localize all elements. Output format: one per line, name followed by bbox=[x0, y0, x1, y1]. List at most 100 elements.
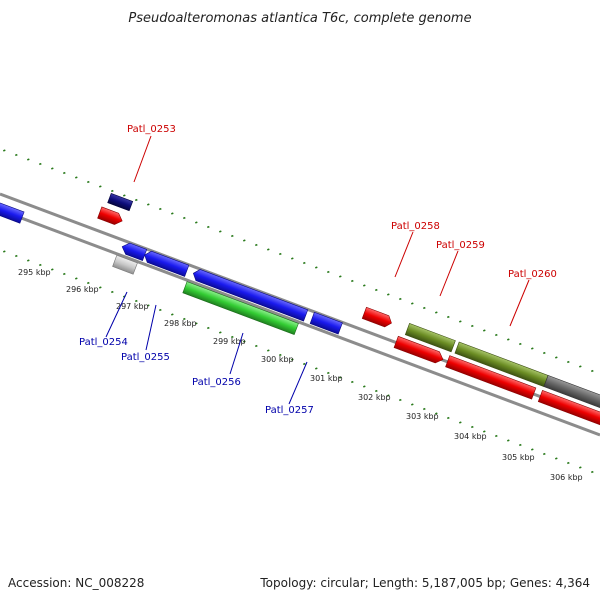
gene-feature-blue[interactable] bbox=[120, 241, 148, 262]
kbp-label: 297 kbp bbox=[116, 302, 149, 311]
kbp-label: 301 kbp bbox=[310, 374, 343, 383]
tick-minor bbox=[314, 367, 318, 370]
gene-label-leader bbox=[105, 291, 128, 338]
tick-minor bbox=[494, 434, 498, 438]
gene-feature-red[interactable] bbox=[445, 355, 537, 400]
tick-minor bbox=[38, 263, 42, 267]
tick-minor bbox=[14, 254, 18, 258]
tick-minor bbox=[410, 403, 414, 406]
tick-minor bbox=[278, 353, 282, 357]
gene-features bbox=[0, 178, 600, 429]
gene-label-patl-0254[interactable]: Patl_0254 bbox=[79, 337, 128, 348]
gene-feature-green[interactable] bbox=[182, 281, 299, 336]
tick-minor bbox=[554, 356, 558, 359]
tick-minor bbox=[518, 342, 522, 346]
tick-minor bbox=[2, 149, 6, 152]
gene-label-leader bbox=[288, 361, 308, 405]
gene-feature-lightgray[interactable] bbox=[112, 254, 138, 275]
gene-feature-red[interactable] bbox=[537, 389, 600, 429]
tick-minor bbox=[590, 470, 594, 474]
tick-minor bbox=[578, 365, 582, 368]
tick-minor bbox=[518, 443, 522, 447]
tick-minor bbox=[158, 308, 162, 312]
tick-minor bbox=[158, 207, 162, 211]
tick-minor bbox=[86, 180, 90, 184]
tick-minor bbox=[134, 198, 138, 202]
tick-minor bbox=[254, 344, 258, 348]
tick-minor bbox=[2, 250, 6, 253]
tick-minor bbox=[182, 216, 186, 220]
tick-minor bbox=[86, 281, 90, 285]
tick-minor bbox=[170, 313, 174, 316]
tick-minor bbox=[242, 340, 246, 343]
tick-minor bbox=[542, 351, 546, 355]
tick-minor bbox=[206, 225, 210, 229]
tick-minor bbox=[182, 317, 186, 321]
gene-feature-blue[interactable] bbox=[0, 178, 25, 224]
tick-minor bbox=[110, 189, 114, 193]
gene-label-patl-0255[interactable]: Patl_0255 bbox=[121, 352, 170, 363]
gene-feature-red[interactable] bbox=[97, 206, 125, 227]
gene-feature-red[interactable] bbox=[361, 306, 393, 328]
tick-minor bbox=[326, 270, 330, 274]
tick-minor bbox=[482, 329, 486, 332]
tick-minor bbox=[434, 412, 438, 415]
tick-minor bbox=[266, 349, 270, 352]
gene-feature-navy[interactable] bbox=[107, 192, 134, 212]
tick-minor bbox=[362, 284, 366, 287]
tick-minor bbox=[506, 439, 510, 442]
tick-minor bbox=[326, 371, 330, 375]
tick-minor bbox=[26, 158, 30, 161]
gene-feature-blue[interactable] bbox=[143, 249, 190, 277]
tick-minor bbox=[566, 461, 570, 465]
kbp-label: 303 kbp bbox=[406, 412, 439, 421]
gene-label-leader bbox=[133, 135, 152, 183]
tick-minor bbox=[506, 338, 510, 341]
tick-minor bbox=[446, 416, 450, 420]
gene-feature-blue[interactable] bbox=[309, 311, 343, 335]
tick-minor bbox=[14, 153, 18, 157]
tick-minor bbox=[242, 239, 246, 242]
tick-track-upper bbox=[2, 149, 594, 373]
gene-label-leader bbox=[509, 279, 530, 327]
genome-summary-text: Topology: circular; Length: 5,187,005 bp… bbox=[259, 576, 590, 590]
tick-minor bbox=[494, 333, 498, 337]
kbp-label: 298 kbp bbox=[164, 319, 197, 328]
tick-minor bbox=[434, 311, 438, 314]
tick-minor bbox=[62, 171, 66, 175]
tick-minor bbox=[194, 221, 198, 224]
tick-minor bbox=[74, 277, 78, 280]
tick-minor bbox=[218, 230, 222, 233]
gene-label-patl-0260[interactable]: Patl_0260 bbox=[508, 269, 557, 280]
kbp-label: 306 kbp bbox=[550, 473, 583, 482]
tick-minor bbox=[590, 369, 594, 373]
accession-text: Accession: NC_008228 bbox=[8, 576, 144, 590]
tick-minor bbox=[278, 252, 282, 256]
tick-minor bbox=[578, 466, 582, 469]
tick-minor bbox=[386, 293, 390, 296]
tick-minor bbox=[530, 448, 534, 451]
gene-feature-blue[interactable] bbox=[191, 268, 309, 322]
tick-minor bbox=[398, 297, 402, 301]
tick-minor bbox=[566, 360, 570, 364]
tick-minor bbox=[134, 299, 138, 303]
tick-minor bbox=[386, 394, 390, 397]
gene-feature-olive[interactable] bbox=[404, 323, 456, 353]
gene-label-leader bbox=[394, 231, 414, 278]
gene-label-leader bbox=[439, 250, 459, 297]
gene-label-patl-0258[interactable]: Patl_0258 bbox=[391, 221, 440, 232]
gene-label-patl-0259[interactable]: Patl_0259 bbox=[436, 240, 485, 251]
tick-minor bbox=[398, 398, 402, 402]
tick-minor bbox=[194, 322, 198, 325]
gene-label-patl-0257[interactable]: Patl_0257 bbox=[265, 405, 314, 416]
tick-minor bbox=[146, 304, 150, 307]
gene-feature-red[interactable] bbox=[393, 335, 445, 365]
tick-minor bbox=[122, 194, 126, 197]
gene-label-leader bbox=[229, 332, 244, 375]
tick-minor bbox=[542, 452, 546, 456]
gene-label-patl-0253[interactable]: Patl_0253 bbox=[127, 124, 176, 135]
kbp-label: 305 kbp bbox=[502, 453, 535, 462]
gene-label-patl-0256[interactable]: Patl_0256 bbox=[192, 377, 241, 388]
tick-minor bbox=[266, 248, 270, 251]
tick-minor bbox=[98, 286, 102, 289]
